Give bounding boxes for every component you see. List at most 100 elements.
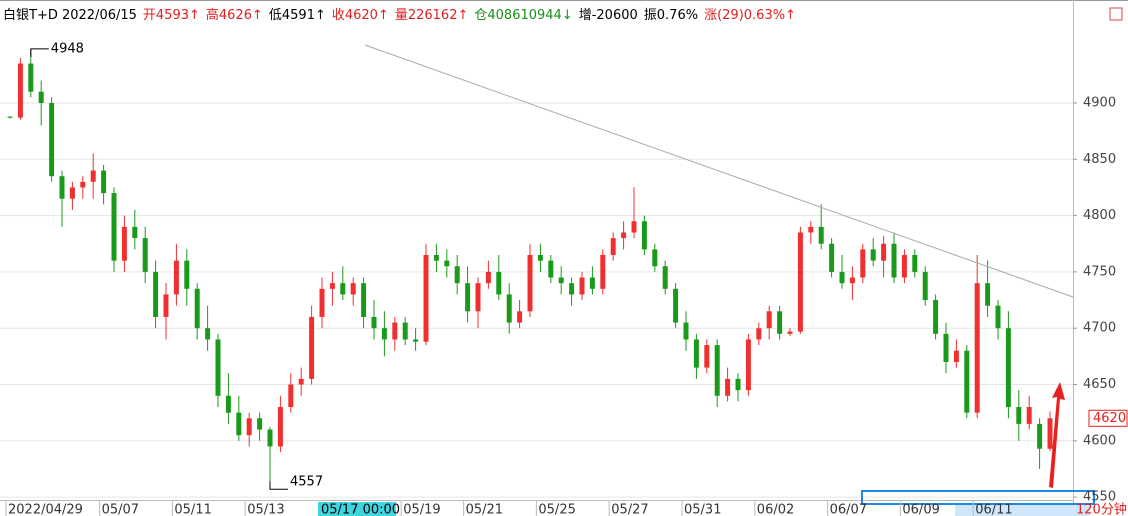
- x-tick-label: 05/19: [403, 503, 440, 516]
- candle-body: [693, 339, 699, 368]
- candle-body: [548, 260, 554, 278]
- scroll-strip[interactable]: [955, 505, 1090, 516]
- candle-body: [49, 102, 55, 177]
- candle-body: [777, 311, 783, 334]
- y-tick-label: 4700: [1083, 321, 1116, 336]
- candle-body: [610, 238, 616, 255]
- low-marker: [269, 481, 288, 490]
- candle-body: [641, 221, 647, 250]
- candle-body: [142, 238, 148, 272]
- candle-body: [413, 339, 419, 342]
- candle-body: [537, 255, 543, 261]
- x-tick-label: 05/21: [466, 503, 503, 516]
- candle-body: [163, 294, 169, 317]
- candle-body: [589, 277, 595, 289]
- header-item: 高4626↑: [206, 7, 263, 23]
- header-item: 收4620↑: [332, 8, 389, 23]
- candle-body: [735, 378, 741, 391]
- y-tick-label: 4850: [1083, 152, 1116, 167]
- x-tick-label: 05/27: [611, 503, 648, 516]
- header: 白银T+D 2022/06/15 开4593↑ 高4626↑ 低4591↑ 收4620↑…: [3, 7, 796, 23]
- candle-body: [527, 255, 533, 312]
- candle-body: [621, 232, 627, 239]
- candle-body: [101, 170, 107, 194]
- candle-body: [153, 271, 159, 317]
- candle-body: [59, 176, 65, 199]
- trend-line: [364, 44, 1074, 298]
- candle-body: [194, 288, 200, 329]
- low-label: 4557: [290, 475, 323, 490]
- x-tick-label: 2022/04/29: [8, 503, 83, 516]
- y-tick-label: 4900: [1083, 95, 1116, 110]
- candle-body: [849, 277, 855, 284]
- candle-body: [423, 255, 429, 342]
- candle-body: [350, 283, 356, 295]
- candle-body: [673, 288, 679, 323]
- candle-body: [28, 63, 34, 92]
- candle-body: [1026, 407, 1032, 424]
- candle-body: [309, 316, 315, 379]
- x-tick-label: 06/07: [830, 503, 867, 516]
- candle-body: [319, 288, 325, 317]
- candle-body: [829, 243, 835, 272]
- candle-body: [277, 407, 283, 447]
- candle-body: [485, 271, 491, 284]
- y-tick-label: 4650: [1083, 377, 1116, 392]
- settings-icon[interactable]: [1109, 7, 1123, 21]
- candle-body: [818, 226, 824, 244]
- candle-body: [257, 418, 263, 430]
- header-item: 低4591↑: [269, 8, 326, 23]
- candle-body: [600, 255, 606, 289]
- candle-body: [80, 181, 86, 188]
- candle-body: [225, 395, 231, 413]
- candle-body: [90, 170, 96, 182]
- candle-body: [725, 378, 731, 396]
- candle-body: [69, 187, 75, 199]
- candle-body: [704, 345, 710, 368]
- candle-body: [1016, 407, 1022, 424]
- candle-body: [392, 322, 398, 340]
- candle-body: [371, 316, 377, 329]
- candle-body: [995, 305, 1001, 329]
- high-label: 4948: [51, 41, 84, 56]
- candle-body: [933, 300, 939, 334]
- candle-body: [246, 418, 252, 436]
- candle-body: [662, 266, 668, 289]
- candle-body: [496, 271, 502, 295]
- candle-body: [569, 283, 575, 295]
- x-tick-label: 05/13: [247, 503, 284, 516]
- x-tick-label: 05/07: [102, 503, 139, 516]
- candle-body: [465, 283, 471, 312]
- candle-body: [184, 260, 190, 289]
- candle-body: [381, 328, 387, 340]
- candle-body: [475, 283, 481, 312]
- header-item: 涨(29)0.63%↑: [704, 8, 796, 23]
- candle-body: [870, 249, 876, 261]
- candle-body: [173, 260, 179, 295]
- candle-body: [579, 277, 585, 295]
- candle-body: [860, 249, 866, 278]
- candle-body: [912, 255, 918, 272]
- y-tick-label: 4800: [1083, 208, 1116, 223]
- candle-body: [922, 271, 928, 301]
- candle-body: [329, 283, 335, 289]
- candle-body: [433, 255, 439, 261]
- last-price-label: 4620: [1093, 411, 1126, 426]
- candle-body: [808, 226, 814, 233]
- high-marker: [30, 48, 49, 57]
- red-arrow: [1049, 382, 1065, 488]
- candle-body: [1047, 418, 1053, 449]
- candle-body: [1005, 328, 1011, 408]
- candle-body: [267, 429, 273, 447]
- candle-body: [132, 226, 138, 239]
- candle-body: [943, 333, 949, 362]
- candle-body: [891, 243, 897, 278]
- candle-body: [652, 249, 658, 267]
- x-tick-label: 06/02: [757, 503, 794, 516]
- candle-body: [340, 283, 346, 295]
- candle-body: [974, 283, 980, 413]
- candle-body: [7, 116, 13, 118]
- header-item: 振0.76%: [644, 8, 698, 23]
- candle-body: [881, 243, 887, 261]
- candle-body: [444, 260, 450, 267]
